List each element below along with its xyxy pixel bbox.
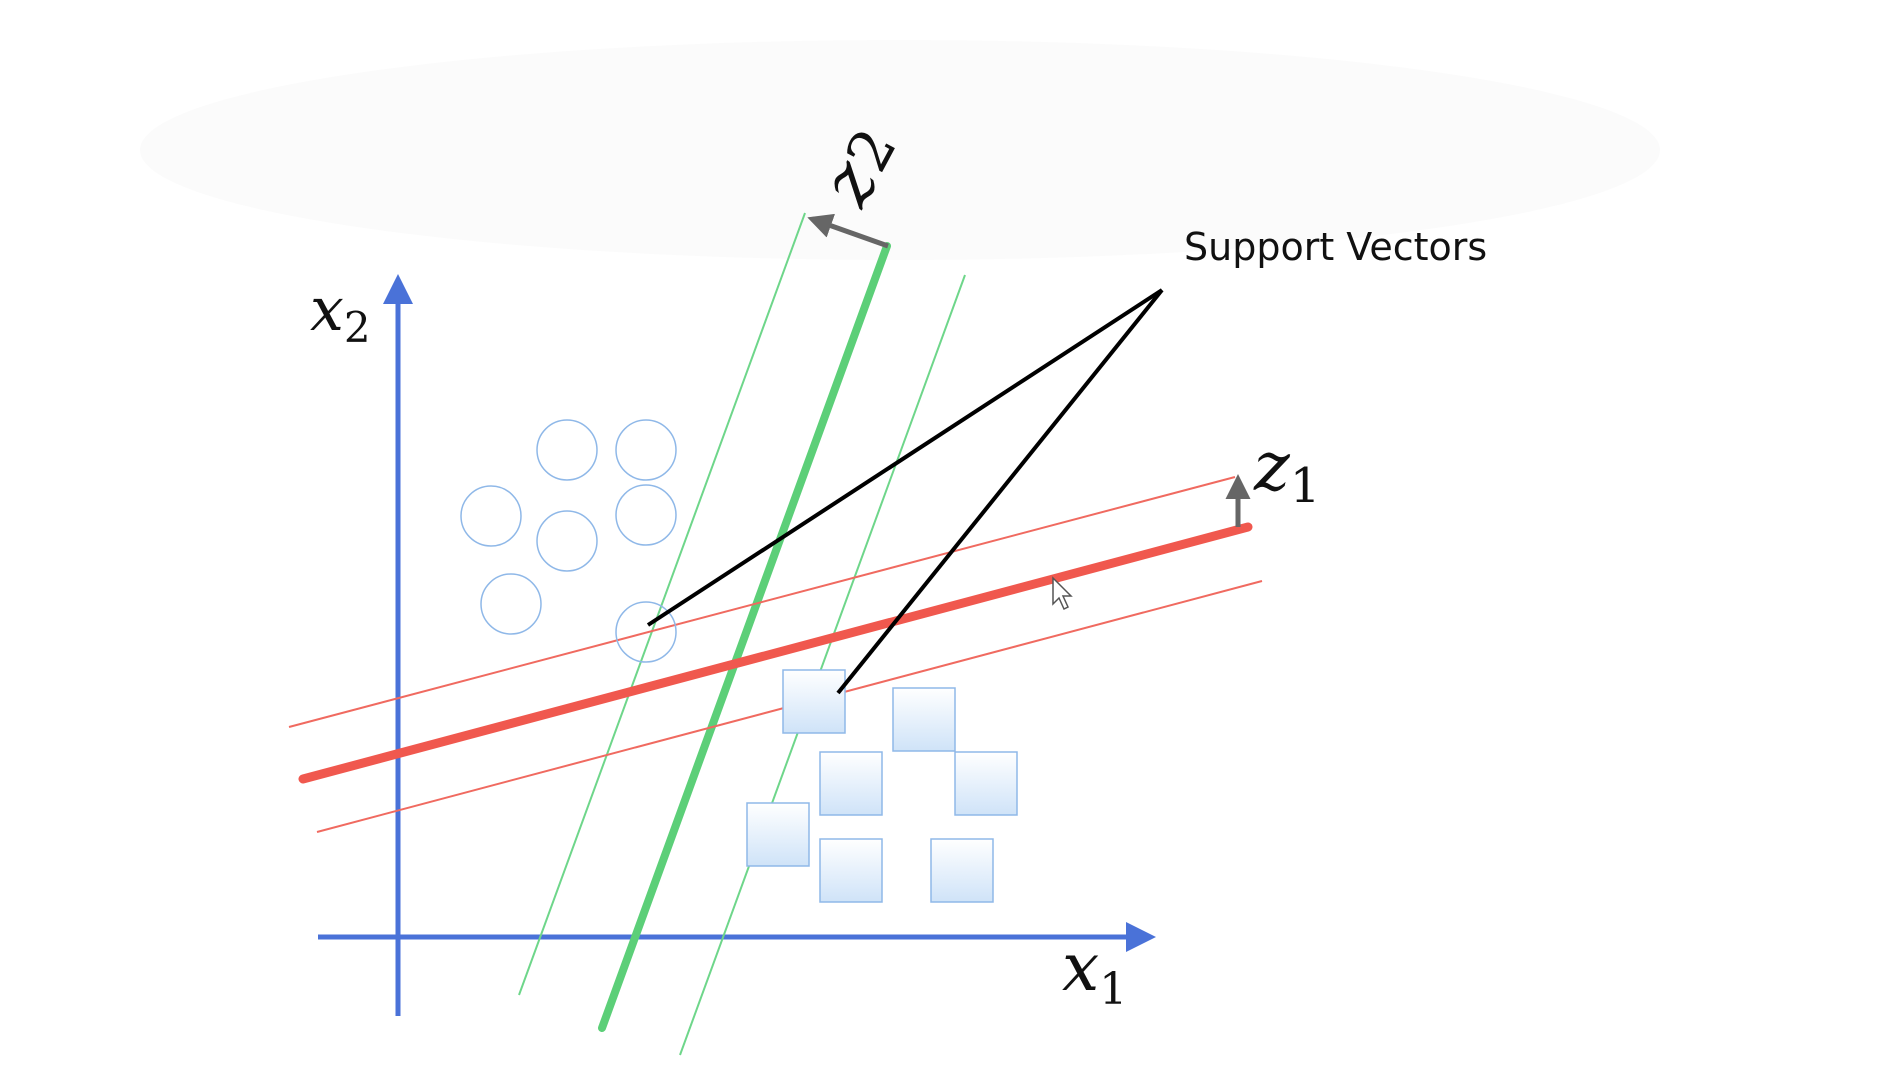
support-vector-square	[782, 669, 846, 734]
z1-label: z1	[1253, 428, 1320, 514]
support-vector-circle	[615, 601, 677, 663]
z2-projection-arrow	[807, 213, 889, 249]
circle-class-points	[460, 419, 677, 663]
data-point-square	[746, 802, 810, 867]
green-margin-line-right	[679, 274, 966, 1056]
red-decision-boundary	[298, 522, 1253, 784]
x2-axis-label: x2	[310, 275, 371, 352]
z1-symbol: z	[1253, 428, 1291, 507]
data-point-circle	[536, 419, 598, 481]
data-point-circle	[536, 510, 598, 572]
mouse-cursor-icon	[1052, 576, 1073, 611]
x1-axis-label: x1	[1062, 929, 1127, 1015]
x2-symbol: x	[310, 275, 344, 345]
data-point-circle	[460, 485, 522, 547]
x2-subscript: 2	[344, 303, 371, 352]
callout-line-circle	[646, 288, 1164, 627]
square-class-points	[746, 669, 1018, 903]
green-decision-boundary	[598, 242, 891, 1032]
z1-subscript: 1	[1290, 458, 1321, 514]
green-margin-line-left	[518, 212, 806, 996]
data-point-square	[819, 838, 883, 903]
background-shade	[140, 40, 1660, 260]
data-point-circle	[615, 484, 677, 546]
data-point-square	[892, 687, 956, 752]
x1-symbol: x	[1062, 929, 1099, 1006]
support-vectors-label: Support Vectors	[1184, 225, 1487, 269]
data-point-square	[930, 838, 994, 903]
x1-subscript: 1	[1099, 964, 1127, 1015]
data-point-circle	[480, 573, 542, 635]
data-point-square	[819, 751, 883, 816]
data-point-circle	[615, 419, 677, 481]
data-point-square	[954, 751, 1018, 816]
callout-line-square	[836, 288, 1164, 695]
red-margin-line-top	[288, 476, 1236, 728]
support-vectors-callout	[646, 288, 1164, 695]
